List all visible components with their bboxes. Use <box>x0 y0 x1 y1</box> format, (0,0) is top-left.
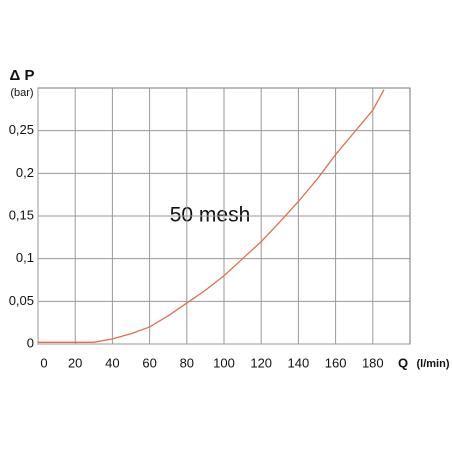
annotation: 50 mesh <box>170 204 251 227</box>
y-axis-unit: (bar) <box>10 87 33 99</box>
x-tick-label: 60 <box>142 355 156 370</box>
y-tick-label: 0,25 <box>9 122 34 137</box>
x-axis-unit: (l/min) <box>417 358 450 370</box>
x-tick-label: 180 <box>362 355 384 370</box>
y-tick-label: 0 <box>27 335 34 350</box>
y-tick-label: 0,2 <box>16 165 34 180</box>
x-tick-label: 40 <box>105 355 119 370</box>
x-tick-label: 140 <box>288 355 310 370</box>
data-line <box>38 89 385 343</box>
x-axis-label: Q <box>398 355 408 370</box>
x-tick-label: 120 <box>250 355 272 370</box>
x-tick-label: 160 <box>325 355 347 370</box>
y-axis-label: Δ P <box>10 67 35 84</box>
y-tick-label: 0,15 <box>9 207 34 222</box>
y-tick-label: 0,05 <box>9 293 34 308</box>
y-tick-label: 0,1 <box>16 250 34 265</box>
x-tick-label: 100 <box>213 355 235 370</box>
x-tick-label: 0 <box>40 355 47 370</box>
x-tick-label: 80 <box>180 355 194 370</box>
x-tick-label: 20 <box>68 355 82 370</box>
